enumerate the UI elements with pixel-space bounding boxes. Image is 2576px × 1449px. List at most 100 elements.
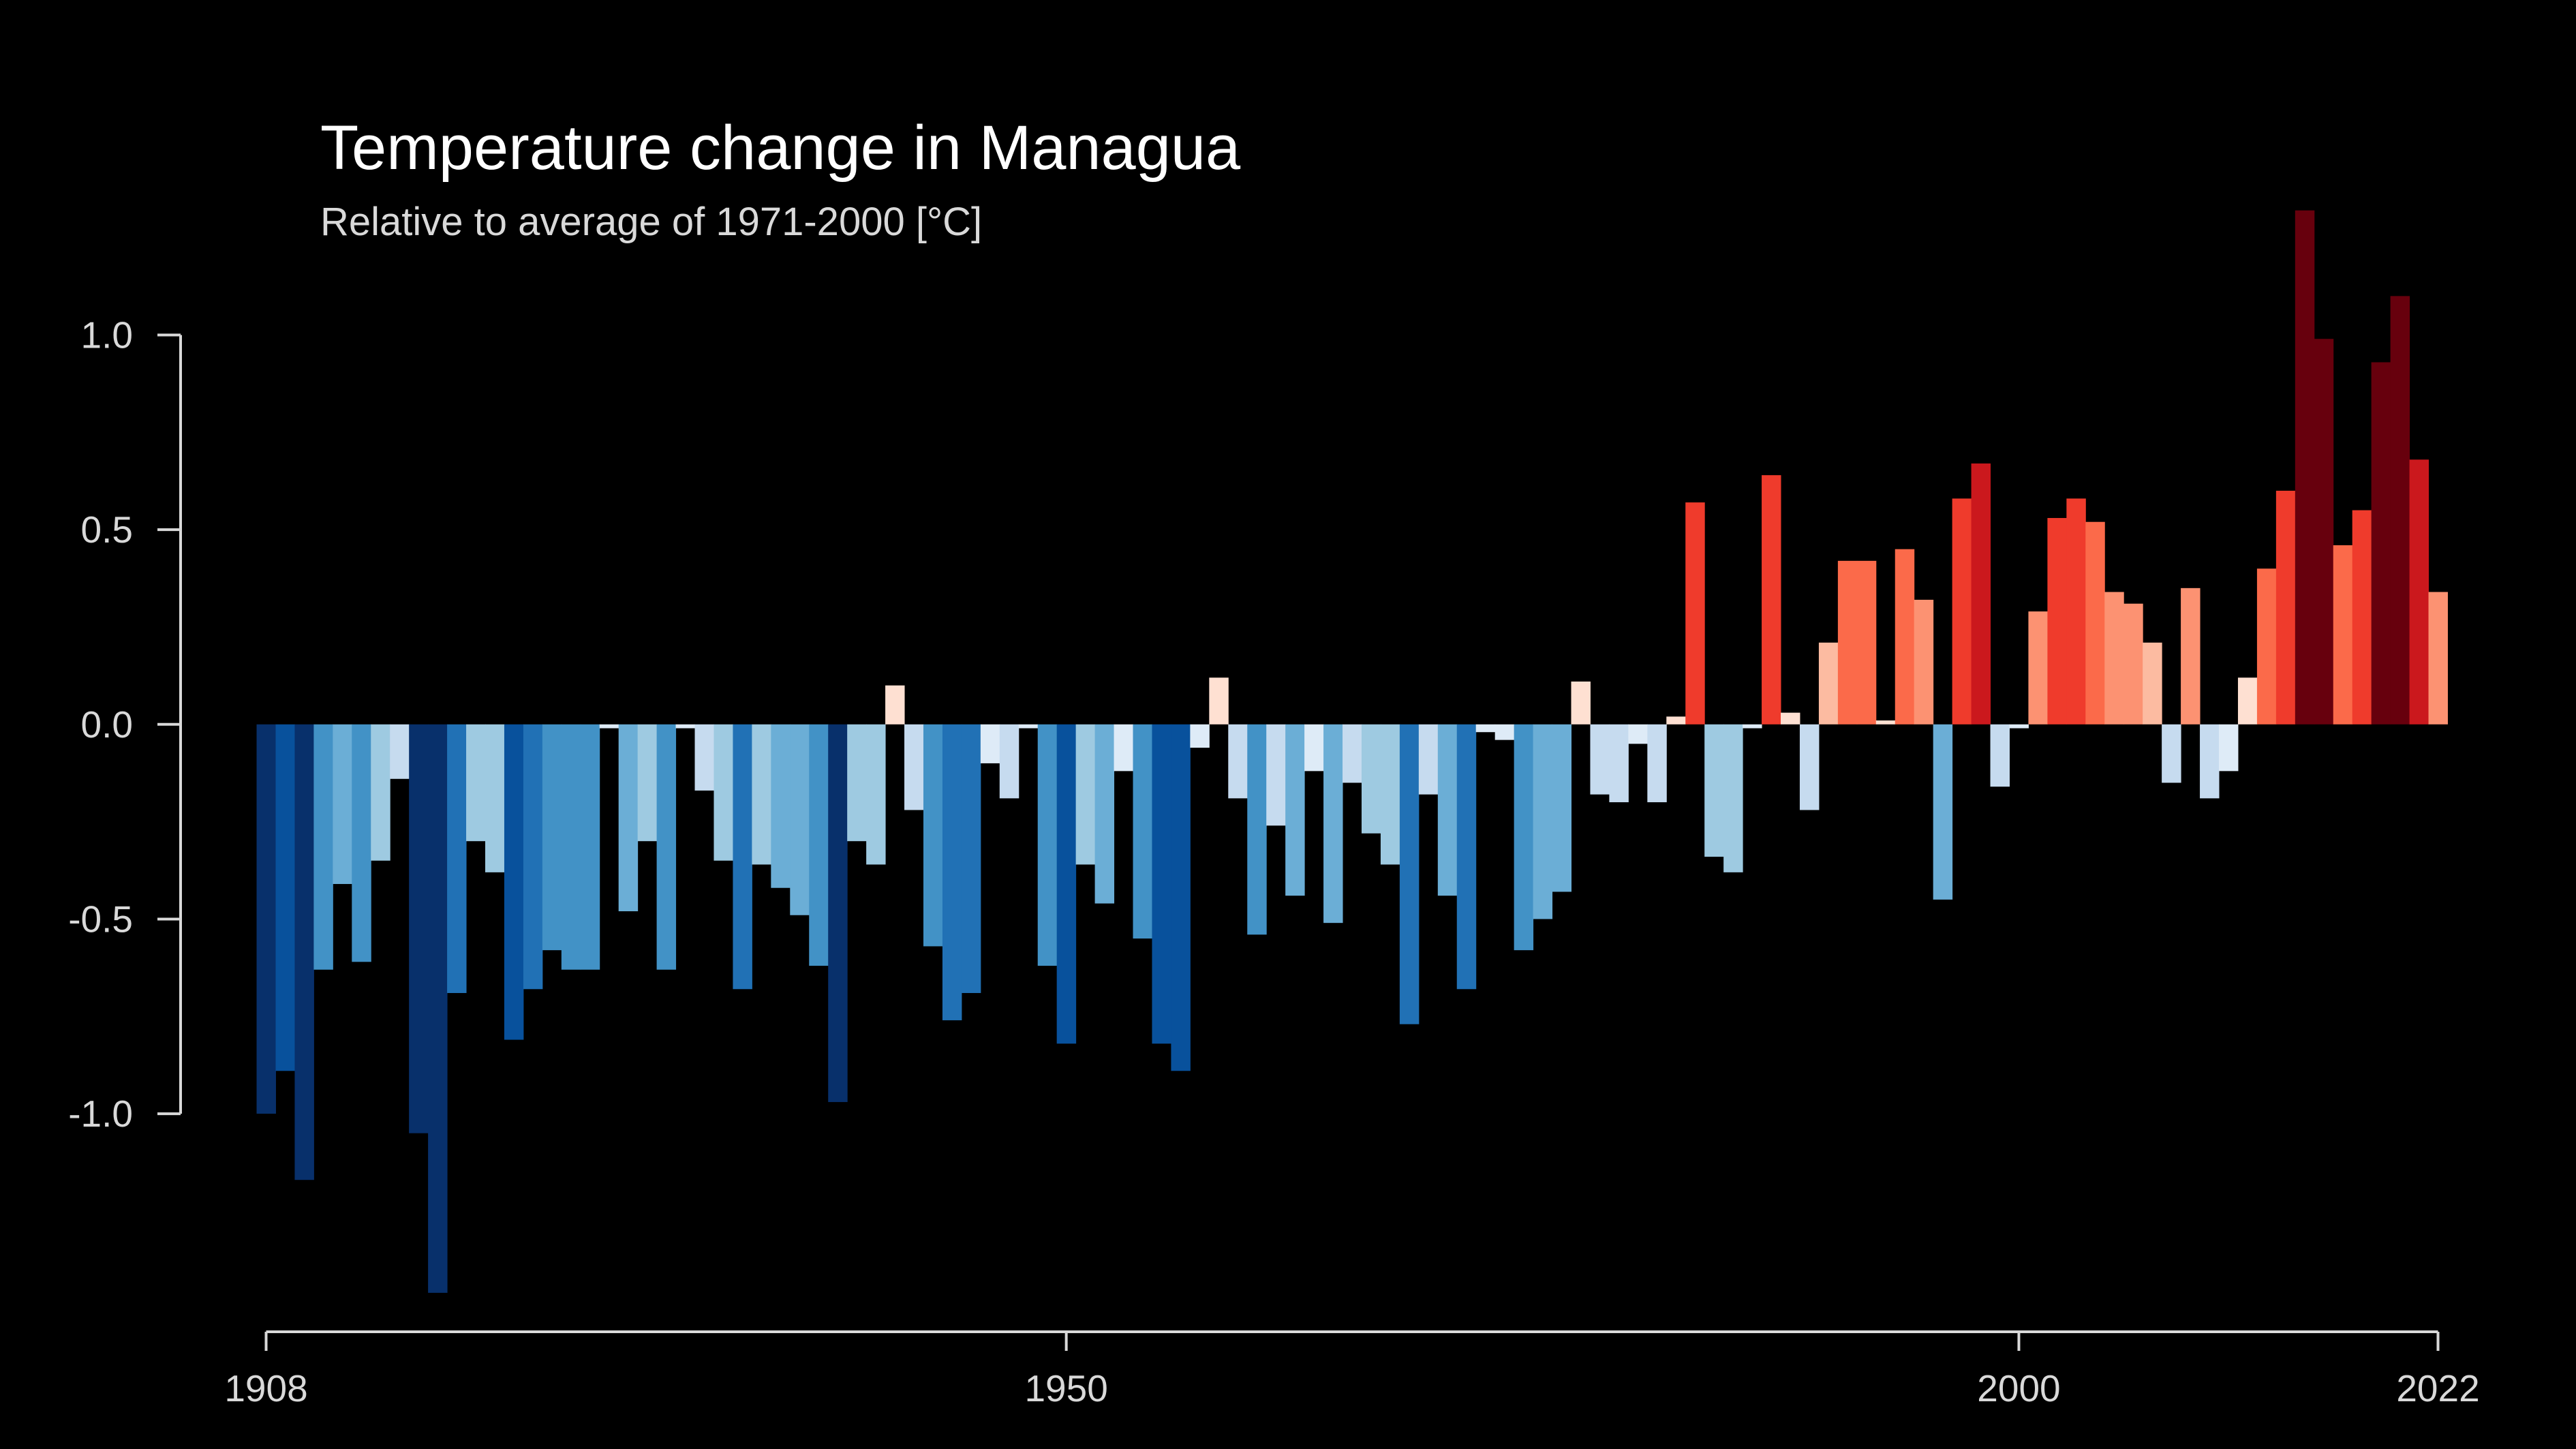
bar [371,724,390,861]
bar [885,685,905,724]
bar [2371,362,2391,724]
bar [1304,724,1324,772]
bar [504,724,524,1040]
bar [2009,724,2029,729]
bar [1762,475,1781,724]
bar [1895,549,1915,724]
bar [2104,592,2124,724]
bar [923,724,943,947]
bar [1361,724,1381,834]
bar [2390,296,2410,724]
bar [466,724,486,842]
bar [275,724,295,1071]
bar [1190,724,1210,748]
bar [1818,642,1839,724]
bar [2333,545,2353,724]
bar [1990,724,2010,787]
bar [656,724,677,970]
bar [1533,724,1553,919]
y-tick-label: 1.0 [81,314,133,356]
bar [2143,642,2162,724]
bar [2028,611,2048,724]
bar [866,724,886,865]
bar [1171,724,1191,1071]
bar [1475,724,1496,733]
bar [1437,724,1458,896]
bar [1037,724,1058,966]
bar [1133,724,1152,939]
bar [1571,681,1591,724]
bar [2123,603,2143,724]
bar [675,724,696,729]
bar [771,724,791,888]
y-tick-label: 0.0 [81,703,133,746]
bar [2162,724,2181,783]
bar [256,724,276,1114]
x-tick-label: 1950 [1024,1367,1107,1409]
bar [618,724,639,912]
bar [599,724,619,729]
bar [1266,724,1286,826]
bar [333,724,352,885]
bar [980,724,1000,763]
bar [2428,592,2448,724]
bar [1056,724,1077,1044]
bar [1743,724,1762,729]
bar [1075,724,1096,865]
bar [1971,463,1991,724]
bar [1875,720,1896,724]
bar [733,724,752,990]
bar [999,724,1019,799]
bar [1799,724,1820,810]
bar [1285,724,1305,896]
bar [2066,498,2086,724]
bar [580,724,600,970]
bar [1152,724,1171,1044]
bar [1685,502,1705,724]
bar [542,724,562,951]
x-tick-label: 1908 [224,1367,307,1409]
bar [1781,712,1800,724]
bar [904,724,924,810]
bar [942,724,962,1020]
bar [714,724,733,861]
bar [752,724,771,865]
bar [1590,724,1610,795]
bar [2085,521,2105,724]
x-tick-label: 2022 [2396,1367,2479,1409]
bar [1323,724,1343,924]
bar [1228,724,1248,799]
bar [2200,724,2220,799]
bar [1399,724,1420,1024]
bar [2352,510,2372,724]
bar [485,724,505,872]
bar [2314,339,2334,724]
bar [1018,724,1039,729]
bar [428,724,448,1293]
bar [961,724,981,993]
bar [2256,568,2277,724]
bar [1837,560,1858,724]
chart-subtitle: Relative to average of 1971-2000 [°C] [320,200,982,244]
bar [1552,724,1571,892]
bar [2295,210,2315,724]
y-tick-label: -1.0 [68,1093,133,1135]
bar [2219,724,2239,772]
bar [561,724,581,970]
bar [1952,498,1972,724]
bar [1343,724,1362,783]
bar [1647,724,1667,803]
bar [1114,724,1134,772]
bar [352,724,371,962]
bar [1514,724,1534,951]
chart-title: Temperature change in Managua [320,113,1241,183]
bar [2047,518,2067,724]
bar [1723,724,1743,872]
bar [790,724,810,915]
bar [1914,599,1934,724]
bar [637,724,658,842]
bar [828,724,848,1102]
y-tick-label: 0.5 [81,508,133,551]
bar [1418,724,1439,795]
